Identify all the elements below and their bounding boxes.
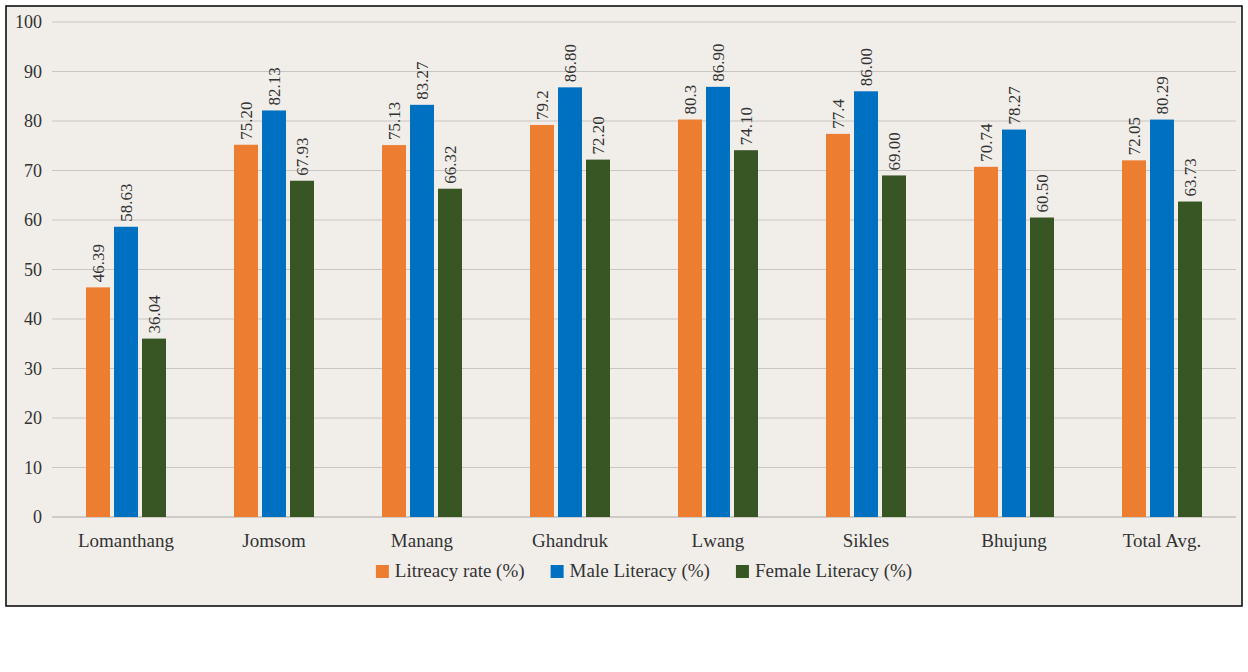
chart-frame <box>6 6 1242 606</box>
data-label: 69.00 <box>885 132 904 170</box>
data-label: 70.74 <box>977 123 996 162</box>
data-label: 58.63 <box>117 184 136 222</box>
bar <box>558 87 582 517</box>
grid-line <box>52 418 1236 419</box>
background <box>0 0 1248 672</box>
bar <box>530 125 554 517</box>
bar <box>262 110 286 517</box>
bar <box>706 87 730 517</box>
bars <box>86 87 1202 517</box>
data-label: 79.2 <box>533 90 552 120</box>
data-labels: 46.39 58.63 36.04 75.20 82.13 67.93 75.13 83.27… <box>89 44 1200 334</box>
bar <box>1002 130 1026 517</box>
grid-line <box>52 517 1236 518</box>
bar <box>290 181 314 517</box>
data-label: 86.80 <box>561 44 580 82</box>
x-axis-line <box>52 517 1236 518</box>
bar <box>1178 202 1202 517</box>
bar <box>678 120 702 517</box>
data-label: 72.05 <box>1125 117 1144 155</box>
grid-line <box>52 22 1236 23</box>
legend-item: Male Literacy (%) <box>551 560 710 582</box>
bar <box>142 339 166 517</box>
data-label: 75.13 <box>385 102 404 140</box>
data-label: 75.20 <box>237 102 256 140</box>
bar <box>86 287 110 517</box>
data-label: 60.50 <box>1033 174 1052 212</box>
y-tick-label: 0 <box>33 507 42 527</box>
bar <box>734 150 758 517</box>
x-tick-label: Lomanthang <box>78 530 175 551</box>
data-label: 78.27 <box>1005 86 1024 125</box>
data-label: 36.04 <box>145 295 164 334</box>
y-tick-label: 90 <box>24 62 42 82</box>
grid-line <box>52 467 1236 468</box>
y-tick-label: 60 <box>24 210 42 230</box>
y-tick-label: 40 <box>24 309 42 329</box>
data-label: 66.32 <box>441 145 460 183</box>
grid-line <box>52 269 1236 270</box>
data-label: 74.10 <box>737 107 756 145</box>
grid-line <box>52 121 1236 122</box>
data-label: 82.13 <box>265 67 284 105</box>
grid-line <box>52 71 1236 72</box>
data-label: 80.3 <box>681 85 700 115</box>
data-label: 77.4 <box>829 99 848 129</box>
data-label: 67.93 <box>293 137 312 175</box>
bar <box>234 145 258 517</box>
bar <box>586 160 610 517</box>
y-tick-label: 70 <box>24 161 42 181</box>
data-label: 86.90 <box>709 44 728 82</box>
data-label: 83.27 <box>413 61 432 100</box>
data-label: 63.73 <box>1181 158 1200 196</box>
legend-label: Female Literacy (%) <box>755 560 912 582</box>
legend-label: Litreacy rate (%) <box>395 560 525 582</box>
bar <box>1122 160 1146 517</box>
bar <box>1150 120 1174 517</box>
x-tick-label: Lwang <box>692 530 745 551</box>
legend-swatch <box>551 565 564 578</box>
x-tick-label: Total Avg. <box>1123 530 1202 551</box>
grid-line <box>52 319 1236 320</box>
grid <box>52 22 1236 517</box>
bar <box>974 167 998 517</box>
bar <box>826 134 850 517</box>
x-tick-label: Sikles <box>843 530 889 551</box>
y-tick-label: 50 <box>24 260 42 280</box>
legend-item: Female Literacy (%) <box>736 560 912 582</box>
data-label: 80.29 <box>1153 76 1172 114</box>
legend: Litreacy rate (%) Male Literacy (%) Female… <box>376 560 912 582</box>
grid-line <box>52 170 1236 171</box>
grid-line <box>52 368 1236 369</box>
bar <box>1030 218 1054 517</box>
legend-item: Litreacy rate (%) <box>376 560 525 582</box>
grid-line <box>52 220 1236 221</box>
x-tick-label: Manang <box>391 530 454 551</box>
bar <box>882 175 906 517</box>
x-tick-label: Ghandruk <box>532 530 608 551</box>
data-label: 86.00 <box>857 48 876 86</box>
legend-swatch <box>376 565 389 578</box>
bar <box>114 227 138 517</box>
y-tick-label: 80 <box>24 111 42 131</box>
x-tick-label: Jomsom <box>242 530 306 551</box>
y-tick-label: 10 <box>24 458 42 478</box>
data-label: 72.20 <box>589 116 608 154</box>
x-tick-label: Bhujung <box>981 530 1047 551</box>
chart: 0 10 20 30 40 50 60 70 80 90 100 46.39 58.63 36.04 75.… <box>0 0 1248 672</box>
legend-label: Male Literacy (%) <box>570 560 710 582</box>
y-tick-label: 30 <box>24 359 42 379</box>
data-label: 46.39 <box>89 244 108 282</box>
legend-swatch <box>736 565 749 578</box>
bar <box>438 189 462 517</box>
y-tick-label: 20 <box>24 408 42 428</box>
bar <box>382 145 406 517</box>
y-tick-label: 100 <box>15 12 42 32</box>
bar <box>410 105 434 517</box>
bar <box>854 91 878 517</box>
